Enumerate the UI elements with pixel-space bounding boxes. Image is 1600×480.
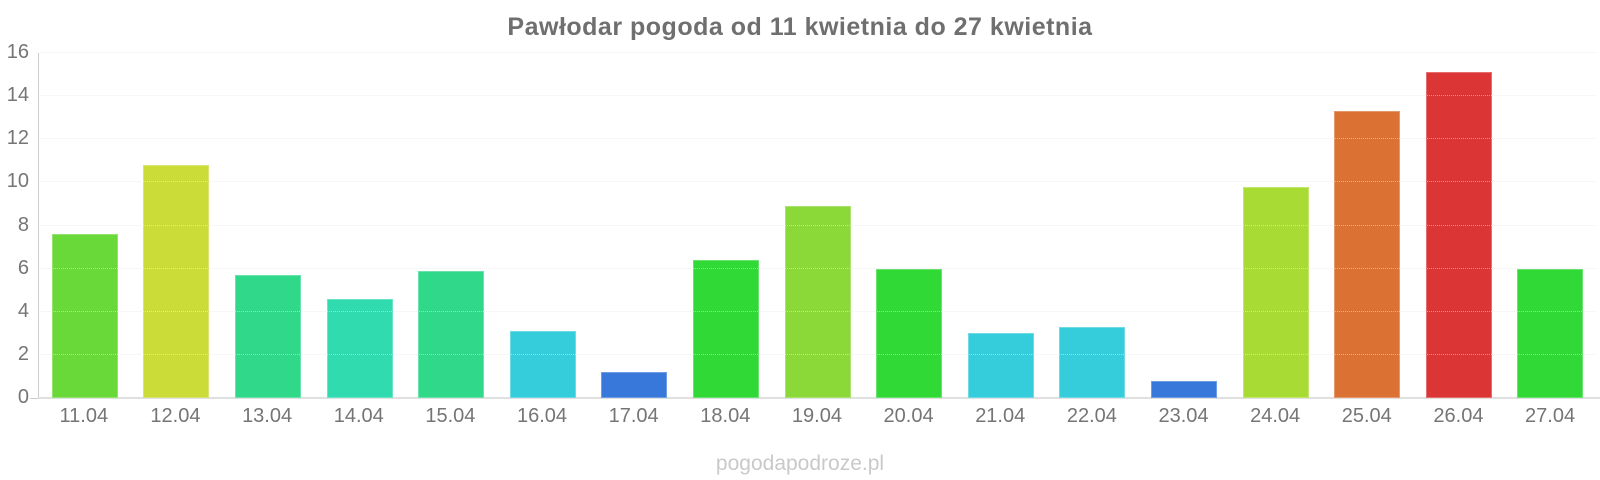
gridline-overlay-10 [39,181,1596,183]
bar-16.04[interactable] [509,331,576,398]
plot-area [38,52,1596,398]
bar-11.04[interactable] [51,234,118,398]
x-tick-label-17.04: 17.04 [608,405,659,427]
bar-slot-22.04 [1047,53,1139,398]
x-tick-label-11.04: 11.04 [59,405,109,427]
bar-slot-11.04 [39,53,131,398]
y-tick-label-2: 2 [17,342,29,365]
y-tick-label-0: 0 [17,386,29,408]
gridline-overlay-12 [39,138,1596,140]
gridline-12 [39,138,1596,140]
bar-slot-14.04 [314,53,406,398]
bar-15.04[interactable] [418,270,485,398]
gridline-overlay-2 [39,353,1596,355]
x-tick-label-26.04: 26.04 [1433,405,1484,427]
x-axis-line [38,397,1600,399]
bar-slot-24.04 [1230,53,1322,398]
bar-17.04[interactable] [601,372,668,398]
bar-26.04[interactable] [1425,72,1492,398]
x-tick-label-19.04: 19.04 [791,405,842,427]
x-tick-label-25.04: 25.04 [1341,405,1392,427]
bar-24.04[interactable] [1242,186,1309,398]
bar-slot-16.04 [497,53,589,398]
bar-slot-21.04 [955,53,1047,398]
x-tick-label-12.04: 12.04 [150,405,201,427]
x-tick-label-16.04: 16.04 [516,405,568,427]
bar-27.04[interactable] [1517,268,1584,398]
y-tick-label-8: 8 [17,213,29,236]
y-tick-label-16: 16 [6,41,29,63]
bar-slot-12.04 [131,53,223,398]
x-tick-label-21.04: 21.04 [975,405,1026,427]
gridline-14 [39,95,1596,97]
gridline-overlay-14 [39,95,1596,97]
bar-20.04[interactable] [876,268,943,398]
y-tick-label-14: 14 [6,84,29,107]
x-tick-label-18.04: 18.04 [700,405,751,427]
chart-title: Pawłodar pogoda od 11 kwietnia do 27 kwi… [507,13,1093,41]
x-tick-label-27.04: 27.04 [1525,405,1576,427]
y-tick-label-6: 6 [17,256,29,279]
bar-slot-19.04 [772,53,864,398]
bar-13.04[interactable] [234,275,301,398]
bar-slot-13.04 [222,53,314,398]
bar-23.04[interactable] [1150,380,1217,398]
gridline-overlay-8 [39,224,1596,226]
bar-12.04[interactable] [143,165,210,398]
bar-19.04[interactable] [784,206,851,398]
x-tick-label-22.04: 22.04 [1066,405,1117,427]
x-tick-label-24.04: 24.04 [1250,405,1301,427]
bar-18.04[interactable] [692,260,759,398]
gridline-overlay-6 [39,267,1596,269]
x-tick-label-20.04: 20.04 [883,405,934,427]
x-axis: 11.04 12.04 13.04 14.04 15.04 16.04 17.04 18.04… [38,405,1596,428]
y-tick-label-12: 12 [6,127,29,150]
zero-tick-mark [30,398,38,399]
bar-slot-15.04 [405,53,497,398]
gridline-16 [39,52,1596,53]
y-tick-label-10: 10 [6,170,29,193]
bar-slot-20.04 [863,53,955,398]
bar-21.04[interactable] [967,333,1034,398]
x-tick-label-14.04: 14.04 [333,405,384,427]
gridline-overlay-16 [39,52,1596,53]
bar-14.04[interactable] [326,298,393,398]
bars-row [39,53,1596,398]
y-axis: 0 2 4 6 8 10 12 14 16 [0,41,33,408]
bar-slot-23.04 [1138,53,1230,398]
y-tick-label-4: 4 [17,299,29,322]
watermark-text: pogodapodroze.pl [715,452,885,475]
bar-slot-17.04 [589,53,681,398]
bar-22.04[interactable] [1059,326,1126,398]
bar-slot-26.04 [1413,53,1505,398]
bar-25.04[interactable] [1334,111,1401,398]
bar-slot-25.04 [1321,53,1413,398]
gridline-10 [39,181,1596,183]
gridline-overlay-4 [39,310,1596,312]
x-tick-label-23.04: 23.04 [1158,405,1209,427]
x-tick-label-13.04: 13.04 [242,405,293,427]
bar-slot-27.04 [1505,53,1597,398]
x-tick-label-15.04: 15.04 [425,405,476,427]
bar-slot-18.04 [680,53,772,398]
